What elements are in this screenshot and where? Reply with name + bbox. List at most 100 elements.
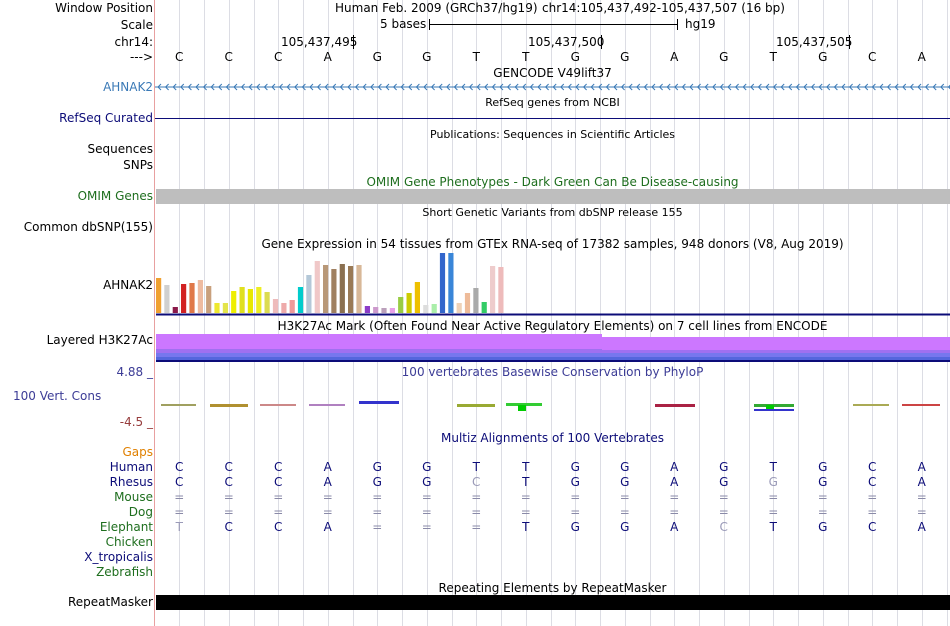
gtex-tissue-bar[interactable]	[381, 308, 387, 313]
multiz-aligned-base: C	[224, 475, 233, 489]
gtex-tissue-bar[interactable]	[297, 287, 304, 313]
gtex-tissue-bar[interactable]	[364, 306, 370, 313]
gtex-tissue-bar[interactable]	[431, 304, 437, 313]
gtex-tissue-bar[interactable]	[423, 305, 429, 313]
strand-chevron	[818, 83, 823, 91]
h3k27ac-track-label[interactable]: Layered H3K27Ac	[46, 333, 153, 347]
multiz-aligned-base: G	[422, 475, 432, 489]
strand-chevron	[202, 83, 207, 91]
guide-line	[575, 0, 576, 626]
gtex-tissue-bar[interactable]	[164, 285, 170, 313]
h3k27ac-signal[interactable]	[156, 334, 950, 364]
guide-line	[674, 0, 675, 626]
multiz-aligned-base: C	[175, 460, 184, 474]
gtex-tissue-bar[interactable]	[339, 264, 345, 313]
strand-chevron	[727, 83, 732, 91]
strand-chevron	[286, 83, 291, 91]
gencode-track-label[interactable]: AHNAK2	[103, 80, 153, 94]
gencode-gene-ahnak2[interactable]	[155, 80, 950, 94]
multiz-species-label[interactable]: Zebrafish	[96, 565, 153, 579]
multiz-aligned-base: =	[669, 505, 680, 519]
multiz-aligned-base: T	[522, 475, 530, 489]
gtex-tissue-bar[interactable]	[481, 302, 487, 313]
gtex-tissue-bar[interactable]	[414, 282, 420, 313]
multiz-aligned-base: =	[421, 490, 432, 504]
multiz-species-label[interactable]: Mouse	[114, 490, 153, 504]
gtex-tissue-bar[interactable]	[247, 289, 253, 313]
gtex-tissue-bar[interactable]	[498, 267, 504, 313]
gtex-tissue-bar[interactable]	[206, 286, 212, 313]
refseq-gene-line[interactable]	[155, 118, 950, 119]
strand-chevron	[438, 83, 443, 91]
gtex-expression-chart[interactable]	[156, 250, 950, 316]
gtex-tissue-bar[interactable]	[156, 278, 162, 313]
repeatmasker-track-label[interactable]: RepeatMasker	[67, 595, 153, 609]
gtex-tissue-bar[interactable]	[356, 265, 362, 313]
strand-chevron	[362, 83, 367, 91]
scale-text: 5 bases	[380, 17, 427, 31]
gtex-tissue-bar[interactable]	[222, 303, 228, 313]
gtex-tissue-bar[interactable]	[197, 280, 203, 313]
assembly-title: Human Feb. 2009 (GRCh37/hg19)	[335, 1, 538, 15]
omim-gene-bar[interactable]	[156, 189, 950, 204]
multiz-gaps-label[interactable]: Gaps	[122, 445, 153, 459]
gtex-tissue-bar[interactable]	[389, 308, 395, 313]
gtex-tissue-bar[interactable]	[323, 265, 329, 313]
gtex-tissue-bar[interactable]	[314, 261, 320, 313]
refseq-track-label[interactable]: RefSeq Curated	[59, 111, 153, 125]
gtex-tissue-bar[interactable]	[214, 303, 220, 313]
publications-sequences-label[interactable]: Sequences	[87, 142, 153, 156]
gtex-tissue-bar[interactable]	[406, 293, 412, 313]
multiz-aligned-base: C	[719, 520, 728, 534]
gtex-tissue-bar[interactable]	[464, 293, 471, 313]
gtex-tissue-bar[interactable]	[272, 299, 279, 313]
gtex-tissue-bar[interactable]	[398, 297, 404, 313]
reference-base: C	[868, 50, 877, 64]
publications-snps-label[interactable]: SNPs	[123, 158, 153, 172]
gtex-tissue-bar[interactable]	[439, 253, 446, 313]
gtex-tissue-bar[interactable]	[264, 292, 270, 313]
guide-line	[179, 0, 180, 626]
strand-chevron	[643, 83, 648, 91]
gtex-tissue-bar[interactable]	[306, 275, 312, 313]
strand-chevron	[301, 83, 306, 91]
strand-chevron	[544, 83, 549, 91]
strand-chevron	[430, 83, 435, 91]
multiz-species-label[interactable]: Dog	[128, 505, 153, 519]
multiz-species-label[interactable]: X_tropicalis	[84, 550, 153, 564]
dbsnp-track-label[interactable]: Common dbSNP(155)	[23, 220, 153, 234]
gtex-tissue-bar[interactable]	[289, 300, 295, 313]
guide-line	[650, 0, 651, 626]
guide-line	[551, 0, 552, 626]
multiz-species-label[interactable]: Rhesus	[109, 475, 153, 489]
strand-chevron	[636, 83, 641, 91]
gtex-tissue-bar[interactable]	[239, 287, 245, 313]
multiz-aligned-base: A	[670, 460, 679, 474]
multiz-aligned-base: G	[570, 460, 580, 474]
gtex-tissue-bar[interactable]	[373, 307, 379, 313]
conservation-signal[interactable]	[156, 398, 950, 414]
gtex-tissue-bar[interactable]	[172, 307, 178, 313]
gtex-tissue-bar[interactable]	[473, 288, 479, 313]
gtex-tissue-bar[interactable]	[189, 283, 195, 313]
gtex-tissue-bar[interactable]	[348, 266, 354, 313]
gtex-tissue-bar[interactable]	[448, 253, 454, 313]
omim-track-label[interactable]: OMIM Genes	[77, 189, 153, 203]
strand-chevron	[932, 83, 937, 91]
gtex-tissue-bar[interactable]	[281, 303, 287, 313]
repeatmasker-element-bar[interactable]	[156, 595, 950, 610]
multiz-species-label[interactable]: Chicken	[105, 535, 153, 549]
multiz-species-label[interactable]: Human	[109, 460, 153, 474]
gtex-tissue-bar[interactable]	[490, 266, 496, 313]
multiz-aligned-base: G	[818, 475, 828, 489]
strand-chevron	[689, 83, 694, 91]
gtex-tissue-bar[interactable]	[456, 303, 462, 313]
gtex-tissue-bar[interactable]	[181, 284, 187, 313]
gtex-tissue-bar[interactable]	[231, 291, 237, 313]
conservation-track-label[interactable]: 100 Vert. Cons	[13, 389, 102, 403]
multiz-species-label[interactable]: Elephant	[99, 520, 153, 534]
multiz-aligned-base: T	[175, 520, 183, 534]
gtex-tissue-bar[interactable]	[331, 269, 337, 313]
gtex-tissue-bar[interactable]	[256, 287, 262, 313]
gtex-track-label[interactable]: AHNAK2	[103, 278, 153, 292]
